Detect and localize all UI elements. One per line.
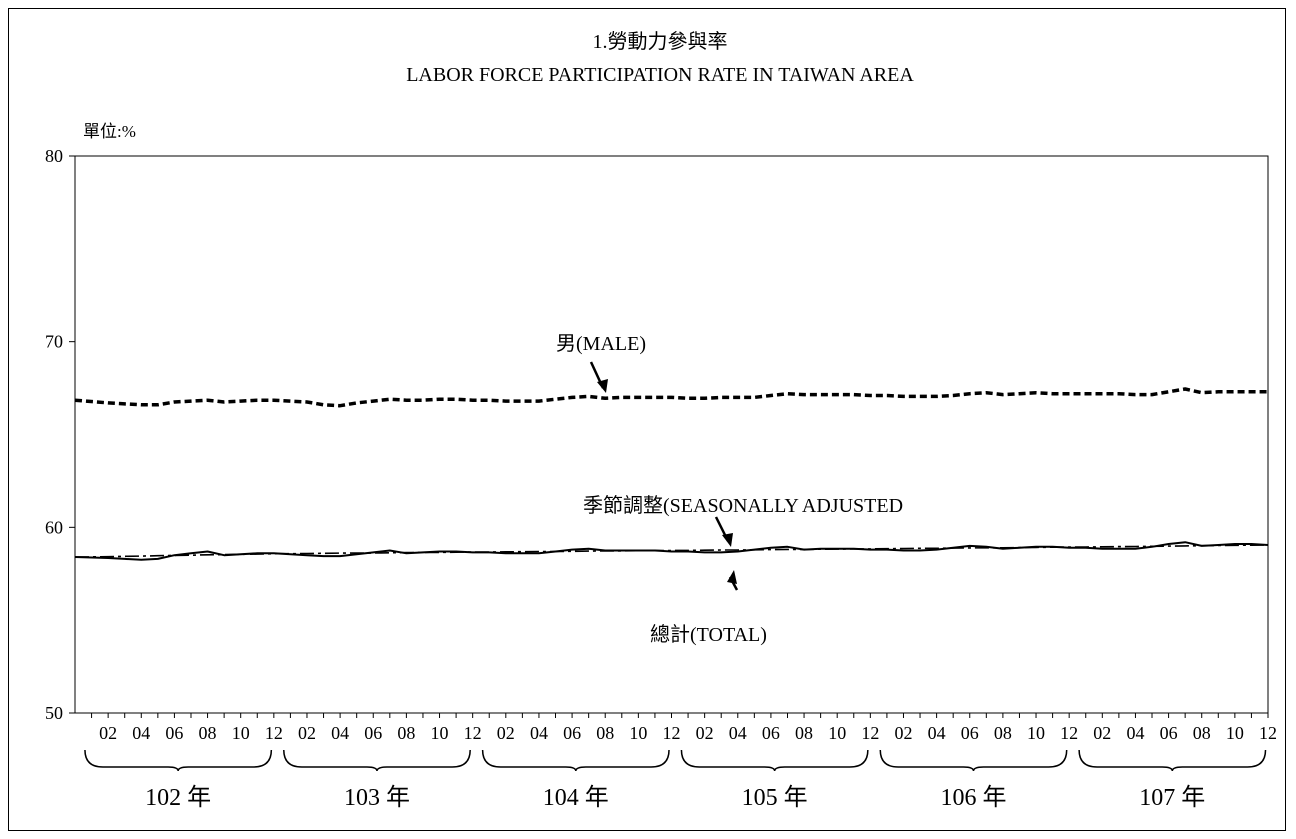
- x-tick-label: 06: [364, 723, 382, 743]
- x-tick-label: 06: [165, 723, 183, 743]
- seasonal-annotation: 季節調整(SEASONALLY ADJUSTED: [583, 494, 903, 517]
- x-tick-label: 02: [497, 723, 515, 743]
- x-tick-label: 02: [298, 723, 316, 743]
- year-label: 102 年: [145, 784, 211, 811]
- x-tick-label: 10: [431, 723, 449, 743]
- y-axis: 50 60 70 80: [45, 146, 75, 723]
- seasonal-arrowhead: [722, 533, 733, 547]
- year-label: 106 年: [940, 784, 1006, 811]
- x-tick-label: 10: [629, 723, 647, 743]
- chart-subtitle: LABOR FORCE PARTICIPATION RATE IN TAIWAN…: [406, 64, 914, 86]
- x-axis: 02 04 06 08 10 12 102 年 02 04 06 08 10 12 103 年 02 04 06…: [84, 713, 1277, 811]
- x-tick-label: 06: [563, 723, 581, 743]
- x-tick-label: 04: [530, 723, 548, 743]
- x-tick-label: 12: [861, 723, 879, 743]
- x-tick-label: 04: [132, 723, 150, 743]
- x-tick-label: 12: [1259, 723, 1277, 743]
- x-tick-label: 04: [331, 723, 349, 743]
- x-tick-label: 12: [464, 723, 482, 743]
- x-tick-label: 06: [762, 723, 780, 743]
- x-tick-label: 08: [1193, 723, 1211, 743]
- year-label: 107 年: [1139, 784, 1205, 811]
- year-brace: [481, 749, 670, 772]
- x-tick-label: 10: [1027, 723, 1045, 743]
- year-label: 103 年: [344, 784, 410, 811]
- x-tick-label: 08: [994, 723, 1012, 743]
- x-tick-label: 02: [99, 723, 117, 743]
- year-label: 105 年: [742, 784, 808, 811]
- x-tick-label: 04: [1126, 723, 1144, 743]
- year-brace: [680, 749, 869, 772]
- x-tick-label: 12: [663, 723, 681, 743]
- x-tick-label: 04: [928, 723, 946, 743]
- chart-frame: [8, 8, 1286, 831]
- male-annotation: 男(MALE): [556, 333, 646, 355]
- x-tick-label: 10: [232, 723, 250, 743]
- unit-label: 單位:%: [83, 122, 136, 141]
- x-tick-label: 12: [1060, 723, 1078, 743]
- x-tick-label: 02: [894, 723, 912, 743]
- year-brace: [84, 749, 273, 772]
- x-tick-label: 10: [828, 723, 846, 743]
- x-tick-label: 02: [1093, 723, 1111, 743]
- x-tick-label: 08: [199, 723, 217, 743]
- x-tick-label: 08: [596, 723, 614, 743]
- chart-title: 1.勞動力參與率: [593, 30, 728, 53]
- series-line-1: [74, 541, 1269, 561]
- annotations: 男(MALE) 季節調整(SEASONALLY ADJUSTED 總計(TOTA…: [556, 333, 903, 646]
- x-tick-label: 10: [1226, 723, 1244, 743]
- x-tick-label: 08: [397, 723, 415, 743]
- series-line-2: [74, 544, 1269, 558]
- x-tick-label: 12: [265, 723, 283, 743]
- series-line-0: [74, 387, 1268, 408]
- series-layer: [74, 387, 1269, 561]
- y-tick-label: 60: [45, 517, 63, 537]
- x-tick-label: 08: [795, 723, 813, 743]
- x-tick-label: 06: [1160, 723, 1178, 743]
- x-tick-label: 06: [961, 723, 979, 743]
- x-tick-label: 02: [696, 723, 714, 743]
- y-tick-label: 70: [45, 332, 63, 352]
- year-brace: [1078, 749, 1267, 772]
- y-tick-label: 80: [45, 146, 63, 166]
- x-tick-label: 04: [729, 723, 747, 743]
- total-arrowhead: [727, 570, 737, 584]
- year-label: 104 年: [543, 784, 609, 811]
- male-arrowhead: [597, 379, 608, 393]
- year-brace: [283, 749, 471, 772]
- year-brace: [879, 749, 1068, 772]
- total-annotation: 總計(TOTAL): [650, 623, 767, 646]
- y-tick-label: 50: [45, 703, 63, 723]
